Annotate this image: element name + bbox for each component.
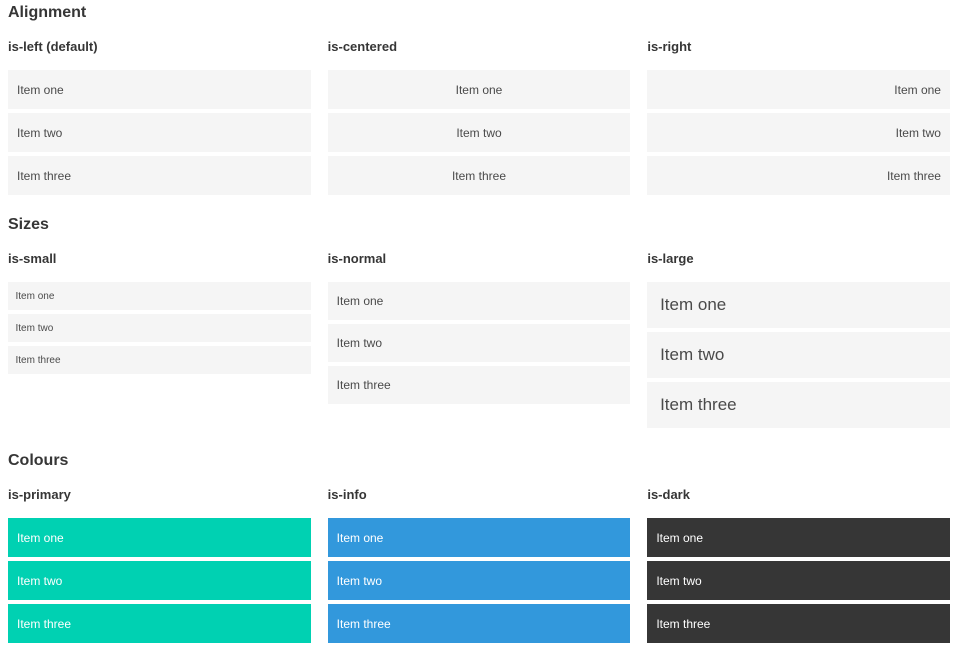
item-list-dark: Item one Item two Item three <box>647 518 950 643</box>
variant-heading: is-normal <box>327 251 387 266</box>
list-item[interactable]: Item two <box>8 561 311 600</box>
section-heading: Colours <box>8 452 69 469</box>
list-item[interactable]: Item three <box>8 604 311 643</box>
colours-row: is-primary Item one Item two Item three … <box>8 488 950 643</box>
list-item[interactable]: Item three <box>327 156 631 195</box>
list-item[interactable]: Item three <box>647 156 950 195</box>
column-is-centered: is-centered Item one Item two Item three <box>327 39 631 195</box>
list-item[interactable]: Item two <box>647 332 950 378</box>
item-list-info: Item one Item two Item three <box>327 518 631 643</box>
variant-heading: is-large <box>647 251 694 266</box>
list-item[interactable]: Item one <box>647 518 950 557</box>
item-list-centered: Item one Item two Item three <box>327 70 631 195</box>
item-list-primary: Item one Item two Item three <box>8 518 311 643</box>
variant-heading: is-centered <box>327 39 398 54</box>
list-item[interactable]: Item three <box>327 604 631 643</box>
variant-heading: is-left (default) <box>8 39 98 54</box>
item-list-normal: Item one Item two Item three <box>327 282 631 404</box>
section-alignment: Alignment is-left (default) Item one Ite… <box>8 5 950 195</box>
list-item[interactable]: Item one <box>327 282 631 320</box>
column-is-primary: is-primary Item one Item two Item three <box>8 488 311 643</box>
list-item[interactable]: Item three <box>8 156 311 195</box>
alignment-row: is-left (default) Item one Item two Item… <box>8 40 950 195</box>
list-item[interactable]: Item two <box>8 113 311 152</box>
variant-heading: is-small <box>8 251 57 266</box>
section-colours: Colours is-primary Item one Item two Ite… <box>8 453 950 643</box>
variant-heading: is-info <box>327 487 367 502</box>
variant-heading: is-dark <box>647 487 690 502</box>
column-is-large: is-large Item one Item two Item three <box>647 252 950 428</box>
section-heading: Sizes <box>8 216 49 233</box>
list-item[interactable]: Item one <box>647 282 950 328</box>
column-is-left: is-left (default) Item one Item two Item… <box>8 40 311 195</box>
list-item[interactable]: Item one <box>8 70 311 109</box>
item-list-small: Item one Item two Item three <box>8 282 311 374</box>
list-item[interactable]: Item one <box>647 70 950 109</box>
list-item[interactable]: Item two <box>647 113 950 152</box>
column-is-normal: is-normal Item one Item two Item three <box>327 251 631 404</box>
list-item[interactable]: Item one <box>8 282 311 310</box>
list-item[interactable]: Item two <box>647 561 950 600</box>
list-item[interactable]: Item one <box>327 518 631 557</box>
list-item[interactable]: Item two <box>8 314 311 342</box>
list-item[interactable]: Item three <box>647 382 950 428</box>
list-item[interactable]: Item three <box>327 366 631 404</box>
list-item[interactable]: Item one <box>8 518 311 557</box>
list-item[interactable]: Item three <box>647 604 950 643</box>
column-is-info: is-info Item one Item two Item three <box>327 487 631 643</box>
section-sizes: Sizes is-small Item one Item two Item th… <box>8 217 950 428</box>
column-is-right: is-right Item one Item two Item three <box>647 40 950 195</box>
list-item[interactable]: Item three <box>8 346 311 374</box>
item-list-large: Item one Item two Item three <box>647 282 950 428</box>
section-heading: Alignment <box>8 4 87 21</box>
list-item[interactable]: Item two <box>327 113 631 152</box>
column-is-dark: is-dark Item one Item two Item three <box>647 488 950 643</box>
list-item[interactable]: Item one <box>327 70 631 109</box>
variant-heading: is-right <box>647 39 692 54</box>
sizes-row: is-small Item one Item two Item three is… <box>8 252 950 428</box>
item-list-left: Item one Item two Item three <box>8 70 311 195</box>
list-item[interactable]: Item two <box>327 561 631 600</box>
column-is-small: is-small Item one Item two Item three <box>8 252 311 374</box>
variant-heading: is-primary <box>8 487 71 502</box>
list-item[interactable]: Item two <box>327 324 631 362</box>
item-list-right: Item one Item two Item three <box>647 70 950 195</box>
